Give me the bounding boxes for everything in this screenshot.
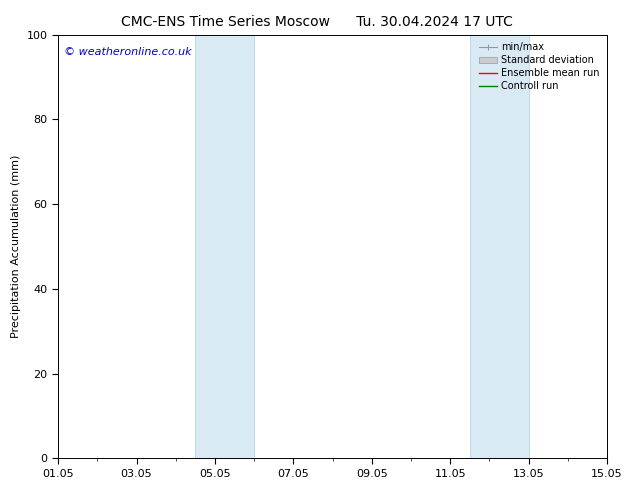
Text: © weatheronline.co.uk: © weatheronline.co.uk (63, 48, 191, 57)
Text: CMC-ENS Time Series Moscow      Tu. 30.04.2024 17 UTC: CMC-ENS Time Series Moscow Tu. 30.04.202… (121, 15, 513, 29)
Bar (195, 35, 254, 459)
Y-axis label: Precipitation Accumulation (mm): Precipitation Accumulation (mm) (11, 155, 21, 338)
Legend: min/max, Standard deviation, Ensemble mean run, Controll run: min/max, Standard deviation, Ensemble me… (477, 40, 602, 94)
Bar (470, 35, 529, 459)
